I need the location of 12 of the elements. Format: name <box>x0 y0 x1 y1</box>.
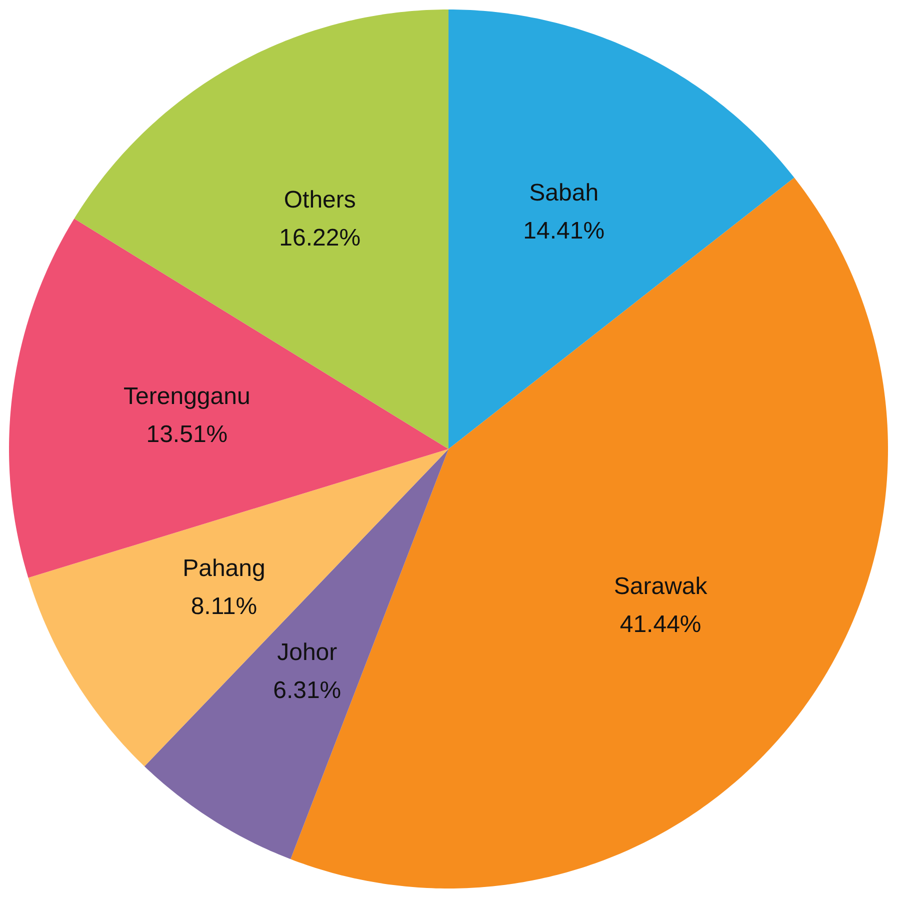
slice-label: Johor <box>277 639 338 666</box>
slice-label: Terengganu <box>124 383 250 410</box>
data-label: 8.11% <box>190 592 258 620</box>
slice-label: Sabah <box>529 179 599 206</box>
data-label: 14.41% <box>523 217 605 244</box>
data-label: 6.31% <box>273 677 342 704</box>
data-label: 16.22% <box>279 224 361 252</box>
data-label: 13.51% <box>146 421 228 448</box>
slice-label: Pahang <box>182 554 266 582</box>
slice-label: Others <box>284 186 356 214</box>
data-label: 41.44% <box>620 611 702 638</box>
slice-label: Sarawak <box>614 573 708 600</box>
